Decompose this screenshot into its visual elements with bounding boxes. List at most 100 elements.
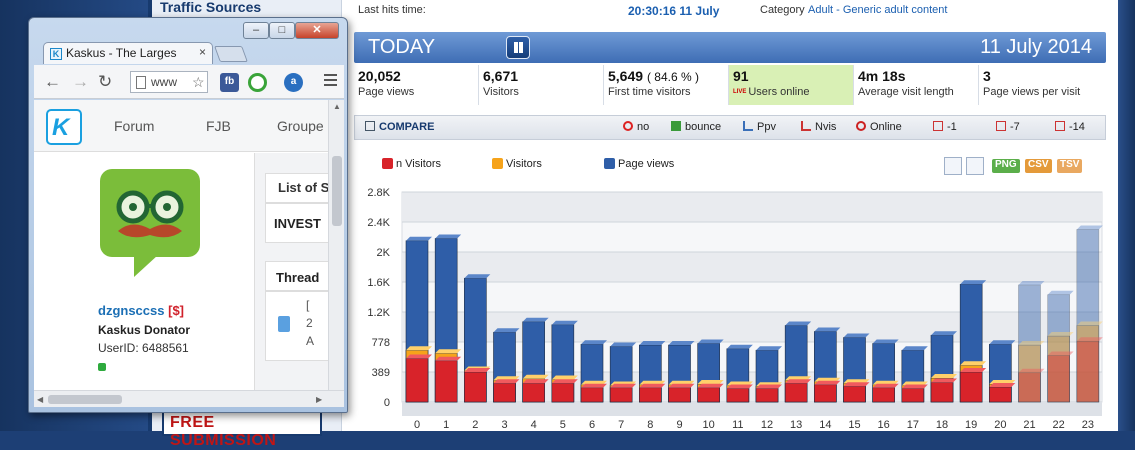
- legend-visitors[interactable]: Visitors: [492, 158, 542, 170]
- bar-top-2: [464, 274, 491, 279]
- x-tick-label: 7: [618, 419, 624, 430]
- window-close-button[interactable]: ✕: [295, 22, 339, 39]
- free-submission-banner[interactable]: FREE SUBMISSION: [162, 410, 322, 449]
- traffic-sources-link[interactable]: Traffic Sources: [160, 0, 262, 15]
- export-csv-button[interactable]: CSV: [1025, 159, 1052, 173]
- nav-forum[interactable]: Forum: [114, 118, 155, 134]
- browser-tab[interactable]: K Kaskus - The Larges ×: [43, 42, 213, 64]
- thread-heading: Thread: [265, 261, 329, 291]
- chart-floor: [402, 402, 1102, 416]
- bar-top-20: [989, 340, 1016, 345]
- bounce-icon: [671, 121, 681, 131]
- x-tick-label: 1: [443, 419, 449, 430]
- scroll-left-icon[interactable]: ◀: [37, 395, 44, 404]
- minimize-button[interactable]: –: [243, 22, 269, 39]
- y-tick-label: 2.4K: [367, 217, 390, 229]
- x-tick-label: 21: [1023, 419, 1035, 430]
- new-tab-button[interactable]: [214, 46, 248, 62]
- bar-visitors-22: [1047, 335, 1070, 403]
- bar-n-visitors-17: [901, 388, 925, 403]
- export-tsv-button[interactable]: TSV: [1057, 159, 1083, 173]
- horizontal-scrollbar[interactable]: ◀ ▶: [34, 390, 344, 407]
- vertical-scrollbar[interactable]: ▲: [328, 100, 344, 390]
- summary-value: 3: [983, 68, 991, 84]
- scroll-right-icon[interactable]: ▶: [316, 395, 323, 404]
- extension-a-icon[interactable]: a: [284, 73, 303, 92]
- bar-top-0: [406, 354, 432, 359]
- refresh-extension-icon[interactable]: [248, 73, 267, 92]
- chart-legend: n Visitors Visitors Page views: [382, 158, 1102, 174]
- maximize-button[interactable]: □: [269, 22, 295, 39]
- compare-bounce[interactable]: bounce: [671, 121, 721, 133]
- horizontal-scroll-thumb[interactable]: [48, 395, 122, 404]
- bookmark-star-icon[interactable]: ☆: [192, 74, 205, 90]
- compare-title[interactable]: COMPARE: [365, 121, 434, 133]
- compare-minus-1[interactable]: -1: [933, 121, 957, 133]
- reload-icon[interactable]: ↻: [98, 72, 113, 91]
- list-tab[interactable]: List of S: [265, 173, 329, 203]
- bar-n-visitors-13: [784, 382, 808, 403]
- compare-minus-7[interactable]: -7: [996, 121, 1020, 133]
- category-link[interactable]: Adult - Generic adult content: [808, 4, 948, 16]
- export-png-button[interactable]: PNG: [992, 159, 1020, 173]
- summary-label: Average visit length: [858, 86, 954, 98]
- compare-online[interactable]: Online: [856, 121, 902, 133]
- live-icon: LIVE: [733, 89, 747, 96]
- legend-swatch: [604, 158, 615, 169]
- bar-top-15: [843, 333, 870, 338]
- area-chart-icon[interactable]: [966, 157, 984, 175]
- thread-row[interactable]: [2 A: [265, 291, 329, 361]
- compare-nvis[interactable]: Nvis: [801, 121, 836, 133]
- kaskus-favicon-icon: K: [50, 48, 62, 60]
- bar-n-visitors-23: [1076, 340, 1100, 403]
- bar-top-7: [610, 383, 637, 388]
- pause-button[interactable]: [506, 36, 530, 59]
- bar-chart-icon[interactable]: [944, 157, 962, 175]
- bar-top-1: [435, 234, 462, 239]
- bar-top-17: [901, 346, 928, 351]
- tab-close-icon[interactable]: ×: [198, 45, 206, 59]
- nav-groupee[interactable]: Groupe: [277, 118, 324, 134]
- x-tick-label: 15: [848, 419, 860, 430]
- bar-n-visitors-20: [989, 386, 1012, 403]
- bar-n-visitors-2: [464, 371, 487, 403]
- bar-top-14: [814, 327, 841, 332]
- compare-minus-14[interactable]: -14: [1055, 121, 1085, 133]
- scroll-up-icon[interactable]: ▲: [333, 102, 341, 111]
- compare-no[interactable]: no: [623, 121, 649, 133]
- menu-icon[interactable]: [324, 74, 337, 89]
- browser-toolbar: ← → ↻ www ☆ fb a: [34, 65, 344, 99]
- vertical-scroll-thumb[interactable]: [332, 156, 342, 226]
- bar-top-16: [872, 383, 899, 388]
- tab-title: Kaskus - The Larges: [66, 46, 177, 60]
- bar-top-22: [1047, 290, 1074, 295]
- legend-new-visitors[interactable]: n Visitors: [382, 158, 441, 170]
- bar-page-views-21: [1018, 284, 1041, 403]
- ppv-chart-icon: [743, 121, 753, 131]
- nav-fjb[interactable]: FJB: [206, 118, 231, 134]
- summary-label: Visitors: [483, 86, 519, 98]
- facebook-extension-icon[interactable]: fb: [220, 73, 239, 92]
- bar-top-3: [493, 328, 520, 333]
- kaskus-logo-icon[interactable]: K: [46, 109, 82, 145]
- bar-top-12: [756, 384, 782, 389]
- address-bar[interactable]: www: [130, 71, 208, 93]
- thread-column: List of S INVEST Thread [2 A: [254, 153, 329, 390]
- x-tick-label: 12: [761, 419, 773, 430]
- bar-n-visitors-14: [814, 384, 837, 403]
- profile-username[interactable]: dzgnsccss [$]: [98, 303, 184, 318]
- page-right-background: [1118, 0, 1135, 431]
- y-tick-label: 0: [384, 397, 390, 409]
- y-tick-label: 778: [372, 337, 390, 349]
- compare-ppv[interactable]: Ppv: [743, 121, 776, 133]
- forward-arrow-icon[interactable]: →: [72, 72, 89, 91]
- back-arrow-icon[interactable]: ←: [44, 72, 61, 91]
- summary-users-online[interactable]: 91 LIVE Users online: [729, 65, 854, 105]
- compare-toolbar: COMPARE no bounce Ppv Nvis Online -1 -7 …: [354, 115, 1106, 140]
- bar-top-17: [901, 384, 928, 389]
- bar-top-10: [697, 383, 724, 388]
- bar-top-21: [1018, 368, 1045, 373]
- bar-top-18: [931, 378, 957, 383]
- mustache-avatar-icon[interactable]: [100, 169, 200, 279]
- legend-page-views[interactable]: Page views: [604, 158, 674, 170]
